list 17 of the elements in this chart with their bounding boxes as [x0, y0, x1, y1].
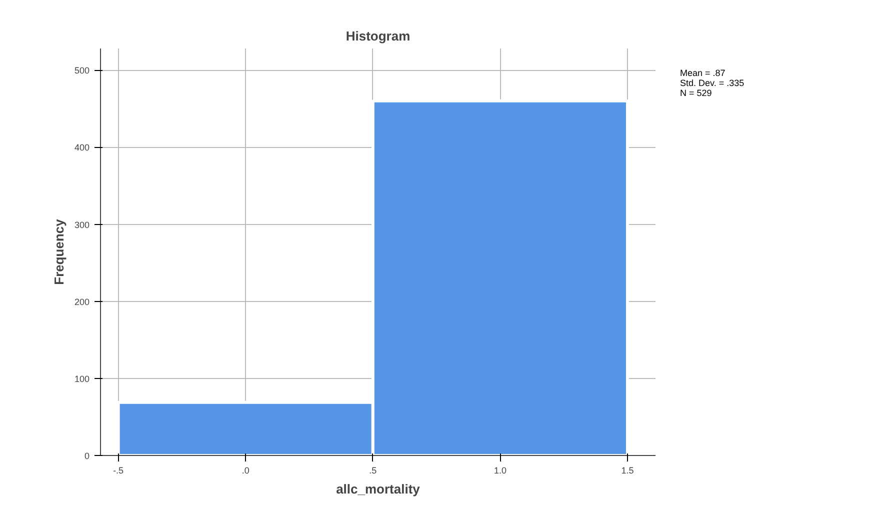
y-axis-title: Frequency — [51, 218, 66, 285]
x-tick-label: 1.5 — [621, 466, 634, 476]
text: Mean = .87 — [680, 68, 726, 78]
text: Std. Dev. = .335 — [680, 78, 744, 88]
y-tick-label: 100 — [74, 374, 90, 384]
x-tick-label: .5 — [369, 466, 377, 476]
x-tick-label: .0 — [242, 466, 250, 476]
chart-title: Histogram — [346, 28, 410, 44]
y-tick-label: 400 — [74, 142, 90, 153]
y-tick-label: 500 — [74, 66, 90, 76]
text: N = 529 — [680, 88, 713, 98]
y-tick-label: 300 — [74, 220, 90, 230]
x-axis-title: allc_mortality — [336, 482, 421, 496]
y-tick-label: 200 — [74, 296, 90, 307]
x-tick-label: 1.0 — [494, 466, 506, 476]
y-tick-label: 0 — [84, 451, 90, 461]
x-tick-label: -.5 — [113, 466, 124, 476]
